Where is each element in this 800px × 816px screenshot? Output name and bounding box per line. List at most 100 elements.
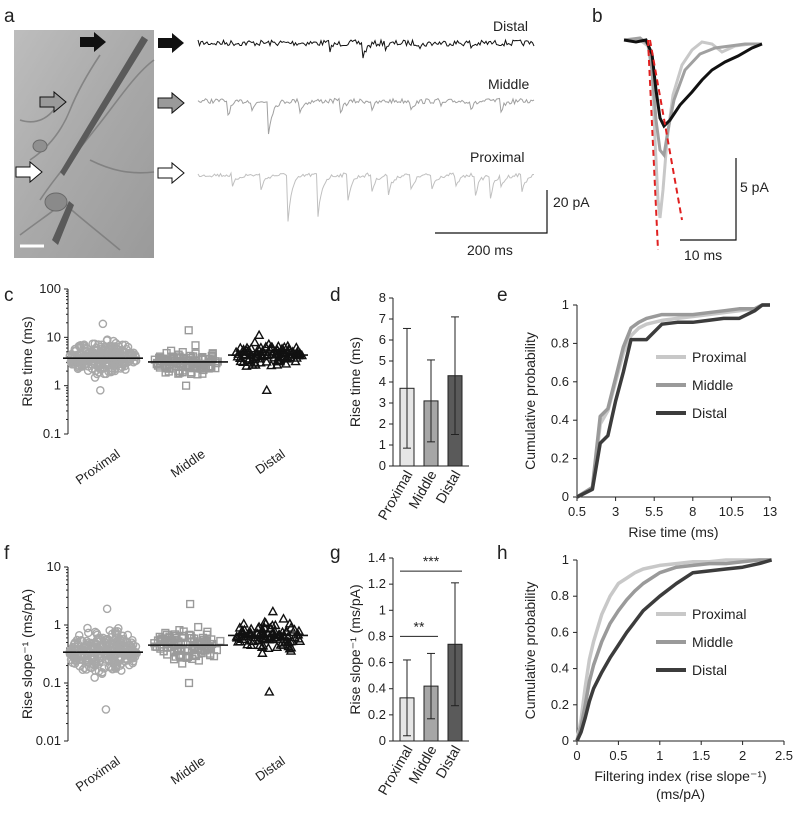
y-tick-label: 0 <box>379 733 386 748</box>
data-point <box>123 630 133 640</box>
data-point <box>110 366 120 376</box>
x-tick-label: 8 <box>689 504 696 519</box>
data-point <box>264 686 275 696</box>
y-tick-label: 0.2 <box>551 451 569 466</box>
data-point <box>105 626 115 635</box>
data-point <box>175 368 184 377</box>
data-point <box>187 646 197 655</box>
y-tick-label: 10 <box>47 329 61 344</box>
data-point <box>83 623 92 633</box>
y-tick-label: 4 <box>379 374 386 389</box>
y-tick-label: 100 <box>39 281 61 296</box>
data-point <box>198 352 207 362</box>
x-tick-label: 0.5 <box>568 504 586 519</box>
data-point <box>107 345 117 354</box>
scale-x-label-a: 200 ms <box>467 242 513 258</box>
data-point <box>178 659 187 668</box>
series-line-middle <box>576 303 770 499</box>
legend-label: Middle <box>692 634 733 650</box>
y-tick-label: 0 <box>379 458 386 473</box>
x-axis-label: Filtering index (rise slope⁻¹) <box>594 768 766 784</box>
data-point <box>290 355 301 366</box>
trace-label-distal: Distal <box>493 18 528 34</box>
data-point <box>86 663 96 673</box>
y-tick-label: 0 <box>562 733 569 748</box>
y-tick-label: 0.2 <box>368 707 386 722</box>
data-point <box>110 356 120 366</box>
data-point <box>261 384 272 395</box>
panel-e-label: e <box>497 285 508 306</box>
data-point <box>282 631 294 641</box>
data-point <box>237 633 248 644</box>
y-tick-label: 0.8 <box>551 588 569 603</box>
y-axis-label: Rise time (ms) <box>347 337 363 427</box>
data-point <box>95 364 105 374</box>
y-tick-label: 1 <box>54 378 61 393</box>
data-point <box>191 341 200 350</box>
data-point <box>187 633 196 643</box>
panel-b-label: b <box>592 6 603 27</box>
data-point <box>74 363 83 372</box>
data-point <box>66 655 76 665</box>
data-point <box>202 643 212 652</box>
x-tick-label: 0 <box>573 748 580 763</box>
panel-d-label: d <box>330 285 341 306</box>
data-point <box>266 359 277 370</box>
data-point <box>260 341 272 351</box>
series-line-proximal <box>575 558 772 742</box>
data-point <box>267 628 278 638</box>
y-tick-label: 0.8 <box>551 335 569 350</box>
data-point <box>263 642 274 653</box>
data-point <box>127 652 136 662</box>
y-axis-label: Cumulative probability <box>522 332 538 470</box>
data-point <box>249 336 261 347</box>
data-point <box>252 628 263 638</box>
y-tick-label: 0.1 <box>43 426 61 441</box>
data-point <box>87 364 97 373</box>
data-point <box>163 650 172 659</box>
x-tick-label: 13 <box>763 504 777 519</box>
data-point <box>283 640 294 651</box>
data-point <box>108 366 117 376</box>
data-point <box>237 629 249 639</box>
series-line-distal <box>575 558 773 742</box>
ap-trace-distal <box>623 38 763 129</box>
panel-c-label: c <box>4 285 14 306</box>
arrow-middle-icon <box>39 90 67 114</box>
y-tick-label: 1 <box>562 552 569 567</box>
y-tick-label: 5 <box>379 353 386 368</box>
y-tick-label: 0.8 <box>368 628 386 643</box>
x-axis-label: Rise time (ms) <box>628 524 718 540</box>
data-point <box>186 631 195 640</box>
data-point <box>285 645 297 655</box>
data-point <box>114 345 123 354</box>
x-tick-label: 5.5 <box>645 504 663 519</box>
data-point <box>253 329 265 340</box>
y-tick-label: 0 <box>562 489 569 504</box>
x-axis-label-units: (ms/pA) <box>656 786 705 802</box>
data-point <box>90 645 99 654</box>
data-point <box>94 351 104 361</box>
data-point <box>169 639 179 648</box>
data-point <box>98 319 108 329</box>
data-point <box>78 665 88 674</box>
y-tick-label: 1 <box>54 617 61 632</box>
data-point <box>93 359 103 369</box>
data-point <box>174 639 183 648</box>
panel-h-label: h <box>497 543 508 564</box>
trace-middle <box>197 97 535 135</box>
data-point <box>188 654 197 664</box>
y-tick-label: 0.4 <box>551 661 569 676</box>
data-point <box>206 362 215 371</box>
data-point <box>275 639 286 649</box>
significance-label: ** <box>414 618 425 634</box>
data-point <box>102 650 112 659</box>
data-point <box>241 360 252 370</box>
data-point <box>131 642 141 651</box>
x-tick-label: Distal <box>432 743 463 781</box>
x-tick-label: 10.5 <box>719 504 744 519</box>
data-point <box>91 639 100 648</box>
data-point <box>76 645 86 654</box>
panel-g-label: g <box>330 543 341 564</box>
